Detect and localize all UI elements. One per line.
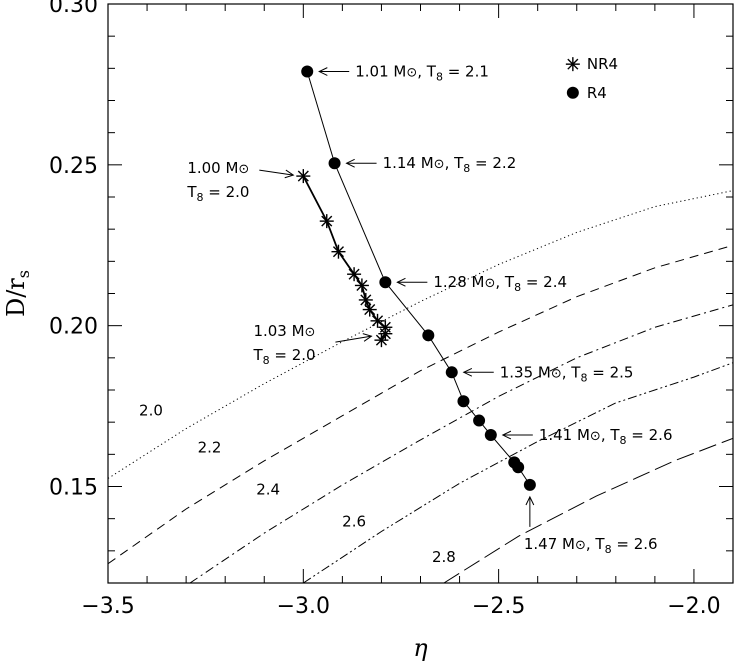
- annotation-1-label: 1.14 M⊙, T8 = 2.2: [383, 154, 517, 175]
- series-nr4-point-0: [296, 169, 311, 184]
- data-series: [296, 65, 536, 491]
- contour-line-2-2: [108, 244, 733, 565]
- annotation-6-arrow: [259, 169, 295, 179]
- annotation-2-arrow-head: [396, 277, 406, 287]
- x-tick-label: −3.5: [81, 594, 134, 619]
- y-axis-label: D/rs: [2, 270, 33, 317]
- contour-line-2-8: [443, 437, 733, 583]
- series-r4-point-5: [457, 395, 470, 408]
- x-tick-label: −2.0: [667, 594, 720, 619]
- legend-label-r4: R4: [587, 84, 607, 102]
- contour-lines: [108, 190, 733, 583]
- annotation-1-arrow: [345, 158, 377, 168]
- contour-label-2-4: 2.4: [256, 481, 280, 499]
- annotation-0-arrow: [318, 67, 350, 76]
- legend-label-nr4: NR4: [587, 55, 618, 73]
- x-axis-label: η: [413, 634, 428, 662]
- series-r4-point-7: [484, 429, 497, 442]
- series-nr4-point-7: [370, 313, 385, 328]
- series-r4-point-3: [422, 329, 435, 342]
- annotation-6-arrow-shaft: [259, 169, 294, 176]
- y-tick-label: 0.15: [49, 476, 98, 501]
- annotation-3-label: 1.35 M⊙, T8 = 2.5: [500, 363, 634, 384]
- series-nr4-point-3: [347, 267, 362, 282]
- series-nr4-point-0-stroke-3: [297, 170, 309, 182]
- annotation-7-label: 1.03 M⊙: [253, 322, 315, 340]
- series-r4-point-9: [512, 461, 525, 474]
- series-nr4-point-5-stroke-3: [360, 294, 372, 306]
- series-nr4-point-6: [362, 302, 377, 317]
- annotation-4-arrow-head: [501, 430, 512, 440]
- series-nr4-point-1-stroke-3: [321, 215, 333, 227]
- series-nr4-point-7-stroke-3: [371, 315, 384, 327]
- annotation-7-label-temp: T8 = 2.0: [252, 346, 315, 367]
- annotation-1-arrow-head: [345, 158, 355, 168]
- legend-marker-r4: [566, 86, 579, 99]
- contour-label-2-6: 2.6: [342, 513, 366, 531]
- annotation-4-arrow: [501, 430, 533, 440]
- annotation-6-label: 1.00 M⊙: [187, 159, 249, 177]
- y-tick-label: 0.20: [49, 315, 98, 340]
- annotation-7-arrow-head: [362, 333, 373, 342]
- series-r4-point-6: [473, 414, 486, 427]
- series-nr4-point-3-stroke-3: [348, 268, 360, 280]
- annotations: 1.01 M⊙, T8 = 2.1 1.14 M⊙, T8 = 2.2 1.28 M…: [186, 63, 672, 556]
- series-nr4-point-4: [354, 278, 369, 293]
- x-tick-label: −3.0: [277, 594, 330, 619]
- legend-marker-nr4: [565, 57, 580, 72]
- annotation-5-label: 1.47 M⊙, T8 = 2.6: [524, 535, 658, 556]
- series-r4-point-1: [328, 157, 341, 170]
- series-r4-point-0: [301, 65, 314, 78]
- legend: NR4 R4: [565, 55, 618, 102]
- series-r4-point-2: [379, 276, 392, 289]
- contour-line-2-0: [108, 190, 733, 479]
- y-tick-label: 0.30: [49, 0, 98, 18]
- contour-label-2-0: 2.0: [139, 402, 163, 420]
- series-r4-point-4: [445, 366, 458, 379]
- contour-line-2-6: [303, 362, 733, 583]
- x-tick-label: −2.5: [472, 594, 525, 619]
- legend-marker-nr4-stroke-3: [567, 58, 579, 70]
- contour-label-2-2: 2.2: [198, 439, 222, 457]
- series-nr4-point-6-stroke-3: [364, 304, 376, 316]
- annotation-6-label-temp: T8 = 2.0: [186, 183, 249, 204]
- series-nr4-point-10: [374, 333, 389, 348]
- annotation-7-arrow: [335, 333, 373, 343]
- annotation-3-arrow-head: [462, 367, 473, 377]
- series-nr4-point-9: [378, 326, 393, 341]
- annotation-2-label: 1.28 M⊙, T8 = 2.4: [433, 273, 567, 294]
- annotation-0-arrow-head: [318, 67, 328, 76]
- y-tick-label: 0.25: [49, 154, 98, 179]
- annotation-3-arrow: [462, 367, 494, 377]
- series-nr4-point-10-stroke-3: [375, 334, 387, 346]
- series-r4-point-10: [523, 478, 536, 491]
- annotation-0-label: 1.01 M⊙, T8 = 2.1: [355, 63, 489, 84]
- annotation-6-arrow-head: [284, 169, 295, 179]
- series-nr4-point-2: [331, 244, 346, 259]
- annotation-4-label: 1.41 M⊙, T8 = 2.6: [539, 426, 673, 447]
- series-nr4-point-4-stroke-3: [356, 279, 368, 291]
- annotation-5-arrow: [525, 495, 535, 527]
- contour-label-2-8: 2.8: [432, 548, 456, 566]
- series-nr4-point-1: [319, 214, 334, 229]
- plot-frame: [107, 3, 734, 584]
- annotation-5-arrow-head: [525, 495, 535, 506]
- contour-labels: 2.0 2.2 2.4 2.6 2.8: [139, 402, 456, 566]
- series-nr4-point-2-stroke-3: [332, 246, 345, 258]
- annotation-2-arrow: [396, 277, 428, 287]
- contour-line-2-4: [189, 304, 733, 583]
- annotation-7-arrow-shaft: [335, 335, 372, 343]
